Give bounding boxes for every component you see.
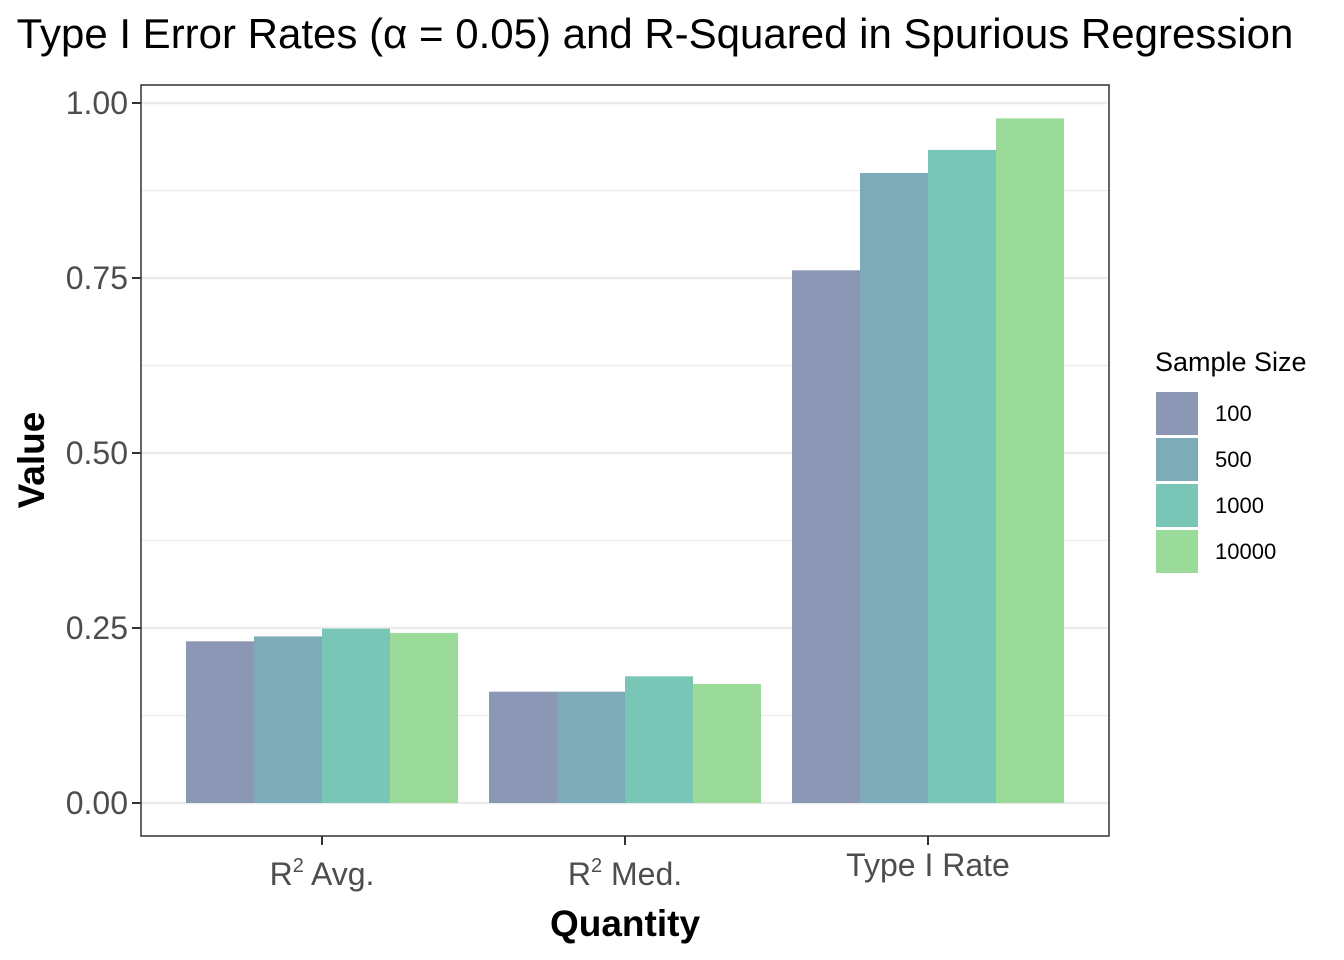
legend-key-500	[1156, 438, 1198, 481]
y-tick-label: 0.25	[66, 610, 128, 646]
x-axis-title: Quantity	[550, 903, 700, 944]
bars	[186, 118, 1064, 803]
legend-key-10000	[1156, 530, 1198, 573]
y-tick-label: 1.00	[66, 85, 128, 121]
chart-title: Type I Error Rates (α = 0.05) and R-Squa…	[17, 10, 1294, 57]
legend-key-100	[1156, 392, 1198, 435]
y-axis-title: Value	[11, 412, 52, 509]
y-tick-label: 0.00	[66, 785, 128, 821]
y-axis: 0.00 0.25 0.50 0.75 1.00	[66, 85, 141, 821]
y-tick-label: 0.50	[66, 435, 128, 471]
bar-10000-2	[996, 118, 1064, 803]
bar-1000-2	[928, 149, 996, 803]
x-tick-label: R2 Med.	[568, 855, 682, 892]
bar-500-1	[557, 691, 625, 803]
legend-title: Sample Size	[1155, 347, 1307, 377]
bar-10000-0	[390, 632, 458, 803]
x-tick-label: R2 Avg.	[270, 855, 375, 892]
legend-label: 10000	[1215, 539, 1276, 564]
bar-500-2	[860, 173, 928, 803]
legend-label: 500	[1215, 447, 1252, 472]
legend-label: 100	[1215, 401, 1252, 426]
bar-10000-1	[693, 684, 761, 803]
bar-100-2	[792, 270, 860, 803]
x-tick-label: Type I Rate	[846, 847, 1010, 883]
legend: Sample Size 100 500 1000 10000	[1155, 347, 1307, 573]
legend-label: 1000	[1215, 493, 1264, 518]
bar-100-0	[186, 641, 254, 803]
bar-1000-1	[625, 676, 693, 803]
bar-500-0	[254, 636, 322, 803]
bar-100-1	[489, 691, 557, 803]
y-tick-label: 0.75	[66, 260, 128, 296]
bar-1000-0	[322, 628, 390, 803]
x-axis: R2 Avg. R2 Med. Type I Rate	[270, 836, 1010, 892]
legend-key-1000	[1156, 484, 1198, 527]
